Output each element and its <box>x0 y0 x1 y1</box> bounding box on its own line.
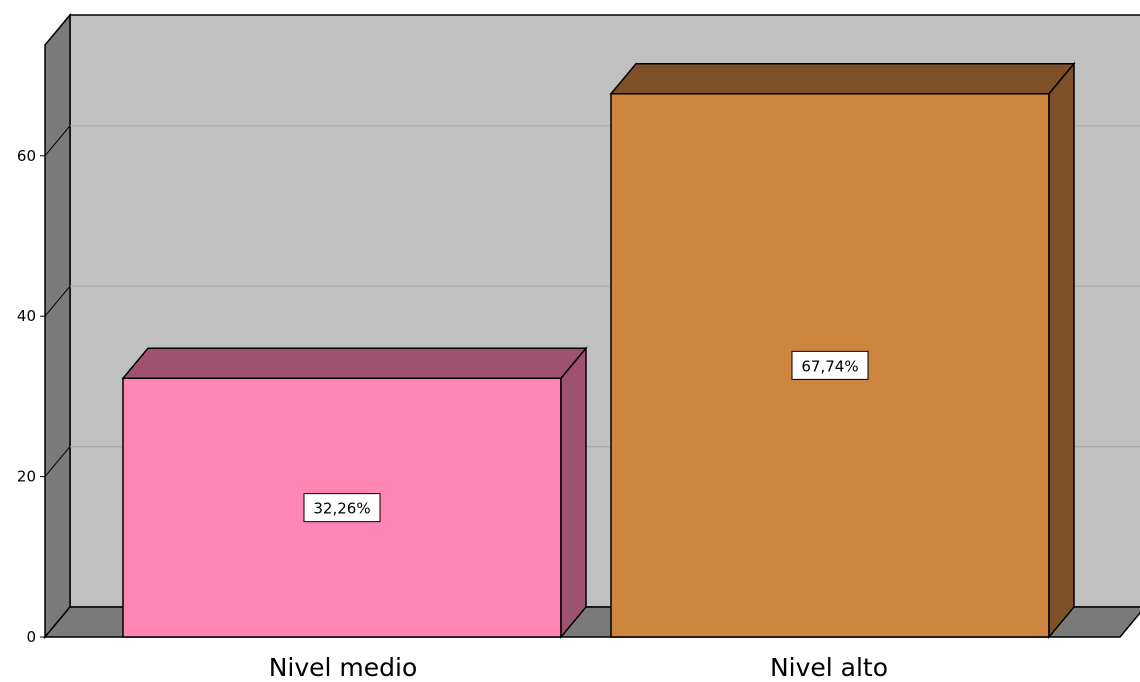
y-tick-label: 60 <box>17 147 36 165</box>
data-label: 32,26% <box>303 493 381 523</box>
y-tick-label: 0 <box>26 628 36 646</box>
x-category-label: Nivel alto <box>770 653 888 682</box>
data-label-text: 32,26% <box>313 500 370 518</box>
bar-side <box>1048 61 1075 640</box>
x-category-label: Nivel medio <box>269 653 418 682</box>
gridline-side <box>44 125 71 157</box>
bar-top <box>609 62 1076 95</box>
bars: 32,26% 67,74% <box>121 61 1076 640</box>
bar: 67,74% <box>609 61 1076 640</box>
x-axis: Nivel medio Nivel alto <box>269 653 888 682</box>
data-label: 67,74% <box>791 350 869 380</box>
y-tick-label: 40 <box>17 307 36 325</box>
chart-side-wall <box>44 12 71 640</box>
gridline-side <box>44 446 71 477</box>
gridline-side <box>44 285 71 317</box>
bar: 32,26% <box>121 346 588 640</box>
bar-side <box>560 346 587 640</box>
data-label-text: 67,74% <box>801 357 858 375</box>
data-label-box <box>303 493 381 523</box>
bar-top <box>121 347 588 380</box>
data-label-box <box>791 350 869 380</box>
y-tick-label: 20 <box>17 468 36 486</box>
y-axis: 0 20 40 60 <box>17 147 45 646</box>
